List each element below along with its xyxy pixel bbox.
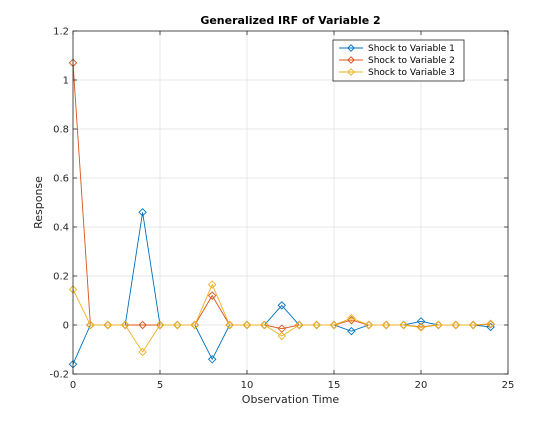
data-point: [207, 280, 217, 289]
y-tick-label: 0.4: [53, 223, 69, 234]
data-point: [207, 291, 217, 300]
data-point: [138, 208, 147, 217]
legend: Shock to Variable 1 Shock to Variable 2 Sh…: [332, 39, 465, 82]
data-point: [399, 320, 408, 330]
data-point: [451, 320, 461, 330]
data-point: [416, 323, 426, 332]
series-line: [72, 212, 491, 365]
legend-label: Shock to Variable 3: [368, 68, 455, 78]
chart-title: Generalized IRF of Variable 2: [200, 14, 380, 27]
data-point: [207, 355, 217, 364]
y-axis-title: Response: [32, 176, 45, 229]
data-point: [277, 331, 287, 341]
legend-label: Shock to Variable 2: [368, 56, 455, 66]
x-tick-label: 5: [157, 380, 163, 391]
data-point: [277, 301, 287, 310]
series-line: [72, 283, 491, 353]
legend-item: Shock to Variable 2: [339, 56, 455, 66]
data-point: [155, 320, 165, 330]
data-point: [364, 320, 374, 330]
data-point: [294, 320, 304, 330]
legend-item: Shock to Variable 3: [339, 68, 455, 78]
data-point: [312, 320, 321, 330]
legend-item: Shock to Variable 1: [339, 44, 455, 54]
data-point: [260, 320, 269, 330]
data-point: [347, 326, 356, 336]
y-tick-label: 1: [63, 76, 69, 87]
x-tick-label: 25: [502, 380, 515, 391]
data-point: [190, 320, 200, 330]
data-point: [173, 320, 182, 330]
y-tick-label: 0.8: [53, 125, 69, 136]
data-point: [242, 320, 252, 330]
series-layer: [68, 58, 495, 369]
data-point: [416, 317, 426, 326]
legend-box: [332, 39, 465, 82]
y-tick-label: 0.6: [53, 174, 69, 185]
data-point: [225, 320, 234, 330]
data-point: [434, 320, 443, 330]
data-point: [138, 320, 147, 330]
plot-area: [73, 31, 508, 374]
data-point: [103, 320, 113, 330]
axes-box: [72, 30, 509, 375]
x-tick-label: 10: [241, 380, 254, 391]
data-point: [86, 320, 95, 330]
ticks: 0 5 10 15 20 25-0.200.20.40.60.811.2: [49, 27, 514, 392]
x-tick-label: 20: [415, 380, 428, 391]
y-tick-label: 0.2: [53, 272, 69, 283]
data-point: [120, 320, 130, 330]
legend-marker: [347, 56, 355, 64]
x-tick-label: 0: [70, 380, 76, 391]
legend-marker: [347, 68, 355, 76]
series-shock-to-variable-3: [68, 280, 495, 357]
y-tick-label: -0.2: [49, 370, 69, 381]
series-line: [72, 62, 491, 330]
data-point: [329, 320, 339, 330]
data-point: [347, 313, 356, 323]
legend-marker: [347, 44, 355, 52]
data-point: [486, 319, 495, 329]
x-axis-title: Observation Time: [242, 393, 340, 406]
legend-items: Shock to Variable 1 Shock to Variable 2 Sh…: [339, 44, 455, 78]
data-point: [381, 320, 391, 330]
data-point: [468, 320, 478, 330]
legend-label: Shock to Variable 1: [368, 44, 455, 54]
y-tick-label: 0: [63, 321, 69, 332]
x-tick-label: 15: [328, 380, 341, 391]
data-point: [138, 347, 147, 357]
y-tick-label: 1.2: [53, 27, 69, 38]
